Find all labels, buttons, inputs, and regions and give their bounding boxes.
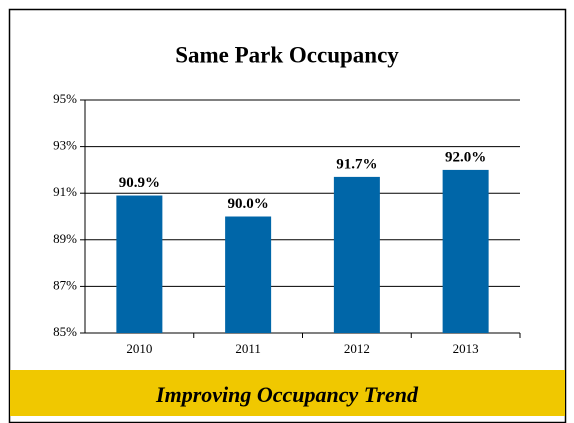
data-label: 91.7% — [336, 156, 377, 172]
bar — [333, 176, 380, 333]
y-tick-label: 91% — [53, 184, 77, 199]
footer-text: Improving Occupancy Trend — [155, 382, 419, 407]
chart-title: Same Park Occupancy — [175, 42, 399, 67]
data-label: 92.0% — [445, 149, 486, 165]
x-tick-label: 2010 — [126, 341, 152, 356]
y-tick-label: 93% — [53, 138, 77, 153]
y-tick-label: 87% — [53, 277, 77, 292]
x-tick-label: 2013 — [453, 341, 479, 356]
data-label: 90.9% — [119, 175, 160, 191]
footer-band — [10, 370, 565, 416]
x-tick-label: 2012 — [344, 341, 370, 356]
y-tick-label: 95% — [53, 91, 77, 106]
y-tick-label: 85% — [53, 324, 77, 339]
y-tick-label: 89% — [53, 231, 77, 246]
bar — [442, 169, 489, 333]
bar — [225, 216, 272, 333]
data-label: 90.0% — [228, 196, 269, 212]
bar — [116, 195, 163, 333]
x-tick-label: 2011 — [235, 341, 261, 356]
